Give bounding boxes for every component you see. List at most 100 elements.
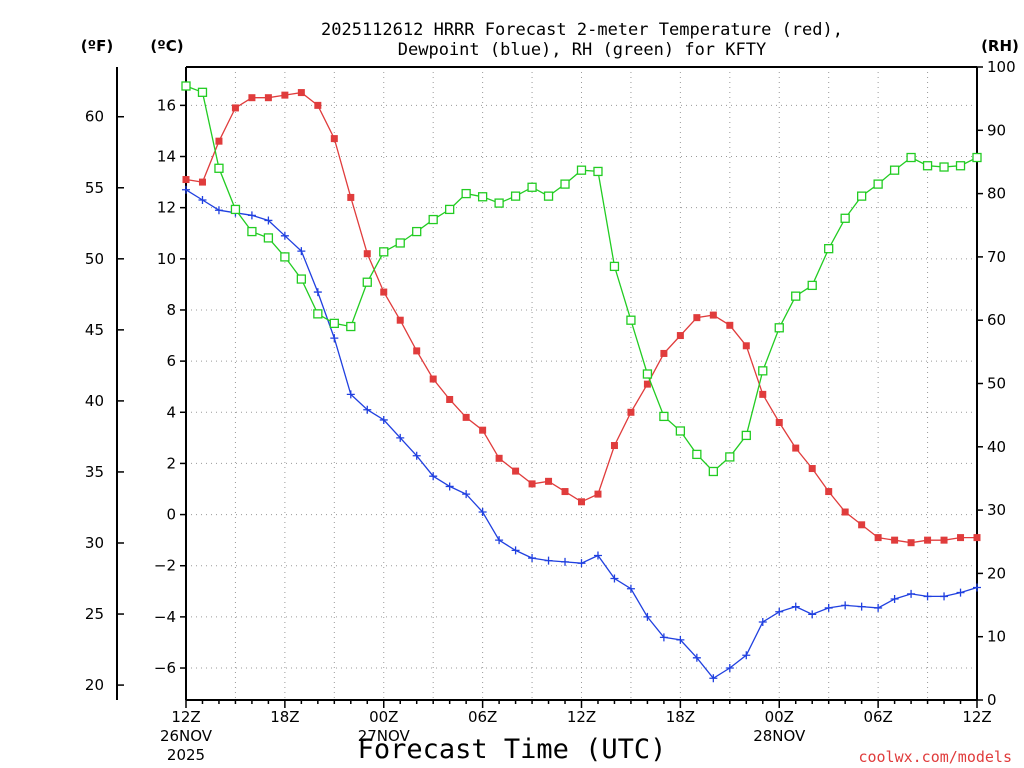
rh-point: [445, 204, 455, 215]
gridlines: [186, 67, 977, 700]
time-tick-label: 18Z: [666, 708, 695, 726]
rh-tick-label: 50: [987, 375, 1006, 393]
rh-point: [675, 426, 686, 436]
dewpoint-point: [956, 588, 965, 597]
fahrenheit-tick-label: 25: [85, 605, 104, 623]
temperature-point: [841, 508, 849, 516]
dewpoint-point: [923, 592, 932, 601]
rh-point: [889, 165, 900, 175]
chart-title-line-1: 2025112612 HRRR Forecast 2-meter Tempera…: [321, 20, 843, 40]
dewpoint-point: [412, 451, 421, 460]
rh-point: [362, 277, 372, 287]
celsius-tick-label: 10: [157, 250, 176, 268]
dewpoint-point: [198, 195, 207, 204]
dewpoint-point: [264, 216, 273, 225]
dewpoint-point: [758, 617, 767, 626]
rh-point: [807, 280, 817, 291]
rh-tick-label: 20: [987, 564, 1006, 582]
rh-point: [494, 198, 504, 208]
temperature-point: [545, 477, 553, 485]
temperature-point: [759, 390, 767, 398]
dewpoint-point: [445, 482, 454, 491]
temperature-point: [413, 347, 421, 355]
rh-point: [477, 192, 488, 202]
dewpoint-point: [626, 584, 635, 593]
rh-point: [428, 214, 438, 225]
date-tick-label: 27NOV: [358, 727, 411, 745]
rh-point: [906, 152, 916, 163]
time-tick-label: 06Z: [863, 708, 892, 726]
rh-point: [214, 163, 224, 173]
dewpoint-point: [313, 288, 322, 297]
rh-point: [659, 411, 669, 422]
dewpoint-point: [330, 334, 339, 343]
temperature-point: [660, 349, 668, 357]
fahrenheit-tick-label: 40: [85, 392, 104, 410]
rh-point: [263, 233, 274, 243]
dewpoint-point: [544, 556, 553, 565]
dewpoint-point: [247, 211, 256, 220]
rh-point: [922, 161, 933, 171]
date-tick-label: 28NOV: [753, 727, 806, 745]
dewpoint-point: [280, 231, 289, 240]
temperature-point: [429, 375, 437, 383]
rh-tick-label: 30: [987, 501, 1006, 519]
time-tick-label: 12Z: [171, 708, 200, 726]
celsius-tick-label: −6: [154, 659, 176, 677]
dewpoint-point: [495, 536, 504, 545]
rh-tick-label: 10: [987, 628, 1006, 646]
dewpoint-point: [643, 612, 652, 621]
temperature-point: [643, 380, 651, 388]
dewpoint-point: [182, 185, 190, 194]
rh-point: [939, 162, 949, 172]
dewpoint-point: [907, 589, 916, 598]
rh-point: [197, 87, 208, 97]
dewpoint-point: [692, 653, 701, 662]
dewpoint-point: [610, 574, 619, 583]
temperature-point: [775, 419, 783, 427]
dewpoint-point: [214, 206, 223, 215]
fahrenheit-tick-label: 45: [85, 321, 104, 339]
temperature-point: [792, 444, 800, 452]
temperature-point: [924, 536, 932, 544]
dewpoint-point: [577, 559, 586, 568]
year-tick-label: 2025: [167, 746, 205, 764]
dewpoint-point: [676, 635, 685, 644]
temperature-point: [907, 539, 915, 547]
rh-point: [412, 226, 422, 237]
temperature-point: [314, 101, 322, 109]
fahrenheit-tick-label: 20: [85, 676, 104, 694]
rh-point: [741, 430, 751, 441]
rh-point: [708, 466, 718, 477]
time-tick-label: 00Z: [369, 708, 398, 726]
celsius-unit-label: (ºC): [150, 37, 183, 55]
rh-point: [609, 261, 620, 272]
dewpoint-point: [791, 602, 800, 611]
dewpoint-point: [396, 433, 405, 442]
rh-point: [873, 179, 883, 189]
dewpoint-point: [709, 674, 718, 683]
temperature-point: [825, 488, 833, 496]
temperature-point: [891, 536, 899, 544]
temperature-point: [594, 490, 602, 498]
rh-point: [543, 191, 554, 201]
dewpoint-point: [775, 607, 784, 616]
dewpoint-point: [462, 490, 471, 499]
dewpoint-point: [379, 415, 388, 424]
rh-tick-label: 70: [987, 248, 1006, 266]
temperature-point: [512, 467, 520, 475]
celsius-tick-label: 0: [166, 506, 176, 524]
rh-point: [247, 226, 257, 237]
temperature-point: [495, 454, 503, 462]
celsius-axis-ticks: 16 14 12 10 8 6 4 2 0 −2 −4 −6: [154, 96, 186, 677]
temperature-point: [858, 521, 866, 529]
rh-tick-label: 40: [987, 438, 1006, 456]
date-tick-label: 26NOV: [160, 727, 213, 745]
rh-tick-label: 100: [987, 58, 1016, 76]
dewpoint-point: [659, 633, 668, 642]
dewpoint-point: [890, 594, 899, 603]
dewpoint-point: [841, 601, 850, 610]
rh-point: [642, 369, 653, 379]
